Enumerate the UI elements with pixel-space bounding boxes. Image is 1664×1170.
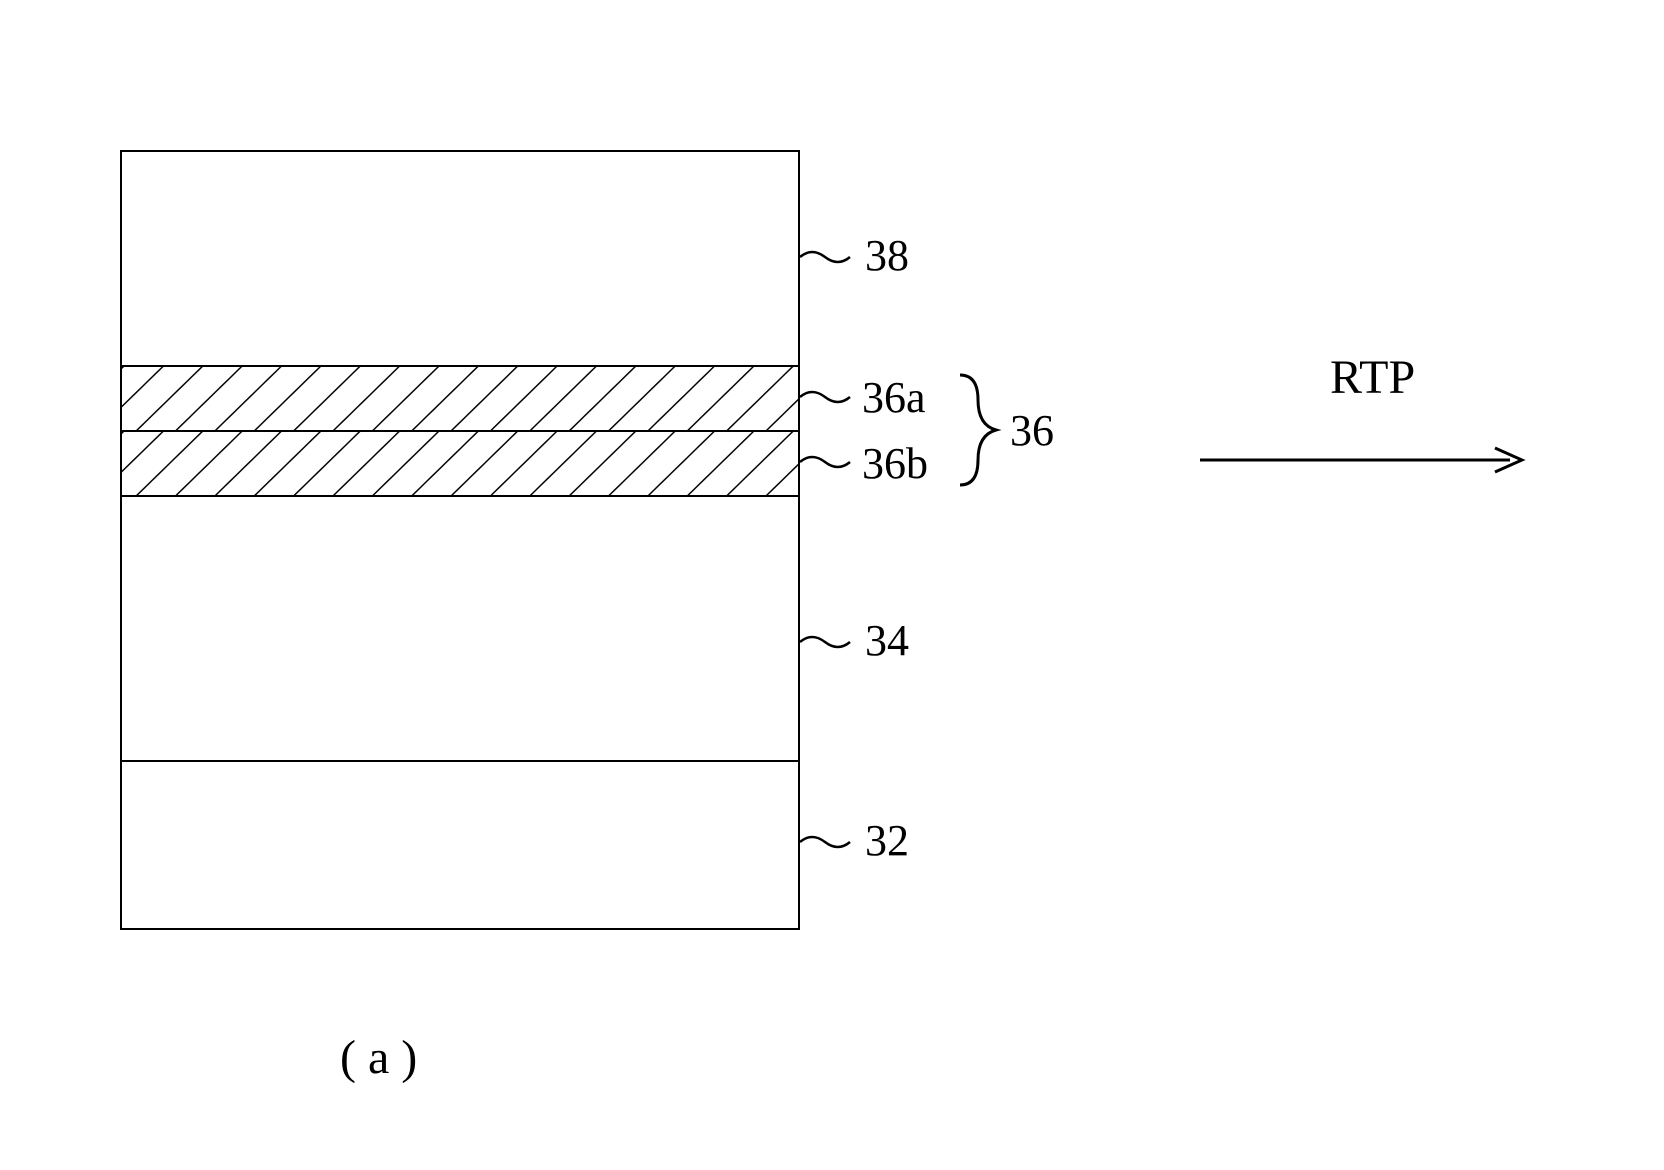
layer-32: [120, 760, 800, 930]
hatching-36a: [122, 367, 798, 430]
leader-36a: [800, 385, 855, 410]
leader-34: [800, 630, 855, 655]
leader-38: [800, 245, 855, 270]
label-36: 36: [1010, 405, 1054, 456]
layer-36b: [120, 430, 800, 495]
layer-38: [120, 150, 800, 365]
leader-36b: [800, 450, 855, 475]
rtp-arrow: [1200, 440, 1540, 480]
label-34: 34: [865, 615, 909, 666]
brace-36: [960, 370, 1005, 490]
rtp-label: RTP: [1330, 350, 1415, 405]
label-38: 38: [865, 230, 909, 281]
leader-32: [800, 830, 855, 855]
layer-stack: [120, 150, 800, 930]
label-36a: 36a: [862, 372, 926, 423]
layer-36a: [120, 365, 800, 430]
label-36b: 36b: [862, 438, 928, 489]
figure-label: ( a ): [340, 1030, 417, 1085]
hatching-36b: [122, 432, 798, 495]
layer-34: [120, 495, 800, 760]
label-32: 32: [865, 815, 909, 866]
